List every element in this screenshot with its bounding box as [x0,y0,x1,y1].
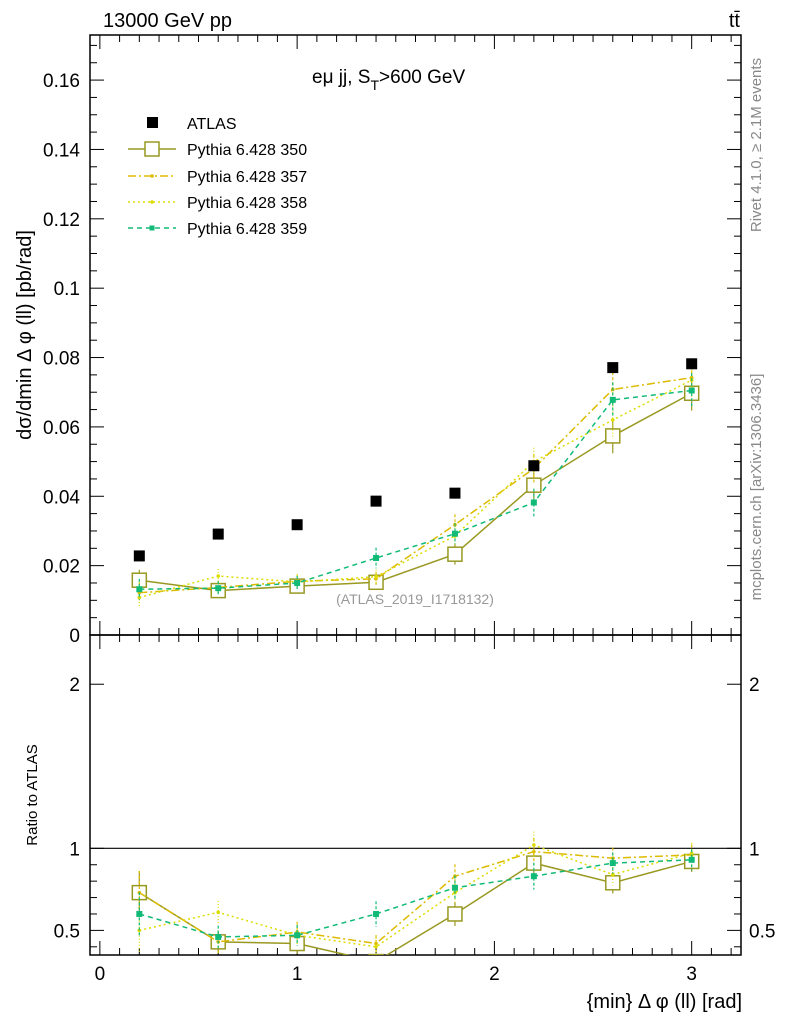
legend-label-358: Pythia 6.428 358 [187,195,307,212]
data-layer [131,358,700,955]
ratio-tick-label-left: 0.5 [54,921,80,942]
y-tick-label: 0.16 [43,71,80,92]
data-point-mc-3 [137,595,142,600]
ratio-tick-label-left: 1 [69,839,80,860]
x-tick-label: 2 [489,964,500,985]
ratio-tick-label-left: 2 [69,675,80,696]
ratio-tick-label-right: 1 [749,839,760,860]
series-line-mc-2-ratio [138,850,692,945]
rivet-version-label: Rivet 4.1.0, ≥ 2.1M events [748,58,765,232]
data-point-mc-4 [609,396,616,403]
plot-title: eμ jj, ST>600 GeV [312,67,465,93]
x-tick-label: 0 [95,964,106,985]
legend-marker-359 [149,225,155,231]
data-point-mc-3-ratio [374,944,378,949]
legend-marker-atlas [147,117,158,128]
data-point-mc-4-ratio [451,884,458,891]
data-point-mc-3 [374,574,378,579]
x-tick-label: 1 [292,964,303,985]
y-axis-label: dσ/dmin Δ φ (ll) [pb/rad] [14,230,36,440]
series-line-mc-1-ratio [138,860,692,955]
y-tick-label: 0.14 [43,140,80,161]
data-point-mc-4-ratio [373,910,380,917]
series-line-mc-3-ratio [139,844,692,948]
atlas-data-point [133,550,145,562]
data-point-mc-1 [526,477,542,493]
analysis-watermark: (ATLAS_2019_I1718132) [336,591,494,607]
legend-label-357: Pythia 6.428 357 [187,169,307,186]
ratio-axis-label: Ratio to ATLAS [24,744,41,845]
x-tick-label: 3 [686,964,697,985]
data-point-mc-3-ratio [610,872,615,877]
atlas-data-point [528,460,540,472]
y-tick-label: 0.12 [43,210,80,231]
atlas-data-point [449,487,461,499]
ratio-tick-label-right: 0.5 [749,921,775,942]
data-point-mc-4-ratio [688,856,695,863]
process-label: tt̄ [729,10,741,32]
legend-label-359: Pythia 6.428 359 [187,221,307,238]
series-line-mc-1 [139,392,693,592]
series-line-mc-2 [139,376,692,594]
data-point-mc-3-ratio [137,928,142,933]
data-point-mc-4 [530,499,537,506]
data-point-mc-1 [447,546,463,562]
data-point-mc-4-ratio [609,860,616,867]
legend-marker-350 [144,141,160,157]
axes-layer: 0 1 2 3 0 0.02 0.04 0.06 0.08 0.1 0.12 0.14 0.16 0.5 0… [43,35,775,985]
mcplots-label: mcplots.cern.ch [arXiv:1306.3436] [748,374,765,601]
series-line-mc-4-ratio [139,859,692,938]
energy-label: 13000 GeV pp [103,10,232,32]
data-point-mc-1-ratio [368,953,384,955]
ratio-tick-label-right: 2 [749,675,760,696]
data-point-mc-1-ratio [447,906,463,922]
legend-marker-357 [150,174,154,178]
series-line-mc-3 [139,379,693,599]
data-point-mc-2-ratio [374,941,378,946]
ratio-panel-frame [89,634,742,956]
atlas-data-point [607,362,619,374]
data-point-mc-4-ratio [530,873,537,880]
data-point-mc-3-ratio [216,910,221,915]
data-point-mc-4-ratio [294,932,301,939]
legend-label-350: Pythia 6.428 350 [187,142,307,159]
data-point-mc-4-ratio [215,933,222,940]
data-point-mc-4 [215,585,222,592]
data-point-mc-4 [294,579,301,586]
legend: ATLAS Pythia 6.428 350 Pythia 6.428 357 … [128,116,307,238]
y-tick-label: 0 [69,626,80,647]
data-point-mc-2-ratio [532,849,536,854]
y-tick-label: 0.06 [43,418,80,439]
atlas-data-point [686,358,698,370]
data-point-mc-4 [688,387,695,394]
ratio-series-group [131,831,700,955]
data-point-mc-3-ratio [532,843,536,847]
atlas-data-point [212,528,224,540]
data-point-mc-3 [216,574,221,578]
y-tick-label: 0.08 [43,349,80,370]
atlas-data-point [291,519,303,531]
main-series-group [131,358,700,608]
series-line-mc-4 [139,389,692,590]
legend-marker-358 [150,200,154,204]
y-tick-label: 0.1 [54,279,80,300]
legend-label-atlas: ATLAS [187,116,237,133]
data-point-mc-3-ratio [689,851,694,856]
y-tick-label: 0.04 [43,487,80,508]
y-tick-label: 0.02 [43,557,80,578]
data-point-mc-3 [610,418,615,422]
x-axis-label: {min} Δ φ (ll) [rad] [587,991,742,1013]
data-point-mc-4-ratio [136,910,143,917]
data-point-mc-4 [451,530,458,537]
data-point-mc-4 [136,586,143,593]
data-point-mc-4 [373,555,380,562]
atlas-data-point [370,495,382,507]
